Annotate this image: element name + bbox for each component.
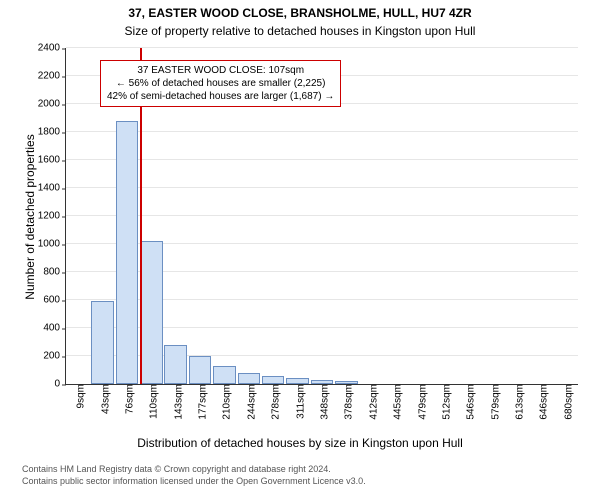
grid-line bbox=[66, 215, 578, 216]
x-tick-label: 210sqm bbox=[216, 384, 233, 420]
info-line-1: 37 EASTER WOOD CLOSE: 107sqm bbox=[107, 64, 334, 77]
y-tick-label: 800 bbox=[43, 267, 66, 278]
x-tick-label: 579sqm bbox=[484, 384, 501, 420]
x-tick-label: 110sqm bbox=[143, 384, 160, 419]
x-tick-label: 445sqm bbox=[387, 384, 404, 420]
histogram-bar bbox=[311, 380, 333, 384]
y-tick-label: 2400 bbox=[38, 43, 66, 54]
grid-line bbox=[66, 187, 578, 188]
page-title: 37, EASTER WOOD CLOSE, BRANSHOLME, HULL,… bbox=[0, 6, 600, 20]
grid-line bbox=[66, 159, 578, 160]
info-box: 37 EASTER WOOD CLOSE: 107sqm ← 56% of de… bbox=[100, 60, 341, 107]
x-tick-label: 143sqm bbox=[167, 384, 184, 420]
histogram-bar bbox=[164, 345, 186, 384]
x-tick-label: 348sqm bbox=[314, 384, 331, 420]
x-tick-label: 9sqm bbox=[70, 384, 87, 408]
x-tick-label: 646sqm bbox=[533, 384, 550, 420]
x-tick-label: 412sqm bbox=[362, 384, 379, 420]
grid-line bbox=[66, 131, 578, 132]
x-tick-label: 76sqm bbox=[118, 384, 135, 414]
y-tick-label: 1000 bbox=[38, 239, 66, 250]
x-axis-label-text: Distribution of detached houses by size … bbox=[137, 436, 463, 450]
title-text: 37, EASTER WOOD CLOSE, BRANSHOLME, HULL,… bbox=[128, 6, 471, 20]
x-tick-label: 177sqm bbox=[192, 384, 209, 420]
x-axis-label: Distribution of detached houses by size … bbox=[0, 436, 600, 450]
histogram-bar bbox=[189, 356, 211, 384]
x-tick-label: 512sqm bbox=[435, 384, 452, 420]
histogram-bar bbox=[262, 376, 284, 384]
y-tick-label: 1200 bbox=[38, 211, 66, 222]
histogram-bar bbox=[238, 373, 260, 384]
histogram-bar bbox=[286, 378, 308, 384]
attribution-line-1: Contains HM Land Registry data © Crown c… bbox=[22, 464, 366, 476]
x-tick-label: 378sqm bbox=[338, 384, 355, 420]
x-tick-label: 311sqm bbox=[289, 384, 306, 419]
y-tick-label: 600 bbox=[43, 295, 66, 306]
grid-line bbox=[66, 47, 578, 48]
histogram-bar bbox=[213, 366, 235, 384]
x-tick-label: 479sqm bbox=[411, 384, 428, 420]
x-tick-label: 43sqm bbox=[94, 384, 111, 414]
attribution-line-2: Contains public sector information licen… bbox=[22, 476, 366, 488]
histogram-bar bbox=[140, 241, 162, 384]
y-tick-label: 1600 bbox=[38, 155, 66, 166]
y-tick-label: 2200 bbox=[38, 71, 66, 82]
y-axis-label: Number of detached properties bbox=[23, 117, 37, 317]
y-tick-label: 0 bbox=[54, 379, 66, 390]
x-tick-label: 546sqm bbox=[460, 384, 477, 420]
subtitle-text: Size of property relative to detached ho… bbox=[125, 24, 476, 38]
y-tick-label: 1800 bbox=[38, 127, 66, 138]
x-tick-label: 680sqm bbox=[557, 384, 574, 420]
histogram-bar bbox=[91, 301, 113, 384]
x-tick-label: 613sqm bbox=[509, 384, 526, 420]
x-tick-label: 278sqm bbox=[265, 384, 282, 420]
attribution: Contains HM Land Registry data © Crown c… bbox=[22, 464, 366, 487]
histogram-bar bbox=[335, 381, 357, 385]
chart-container: 37, EASTER WOOD CLOSE, BRANSHOLME, HULL,… bbox=[0, 0, 600, 500]
y-tick-label: 400 bbox=[43, 323, 66, 334]
y-tick-label: 2000 bbox=[38, 99, 66, 110]
y-tick-label: 200 bbox=[43, 351, 66, 362]
x-tick-label: 244sqm bbox=[240, 384, 257, 420]
page-subtitle: Size of property relative to detached ho… bbox=[0, 24, 600, 38]
info-line-3: 42% of semi-detached houses are larger (… bbox=[107, 90, 334, 103]
y-axis-label-text: Number of detached properties bbox=[23, 134, 37, 299]
info-line-2: ← 56% of detached houses are smaller (2,… bbox=[107, 77, 334, 90]
histogram-bar bbox=[116, 121, 138, 384]
y-tick-label: 1400 bbox=[38, 183, 66, 194]
